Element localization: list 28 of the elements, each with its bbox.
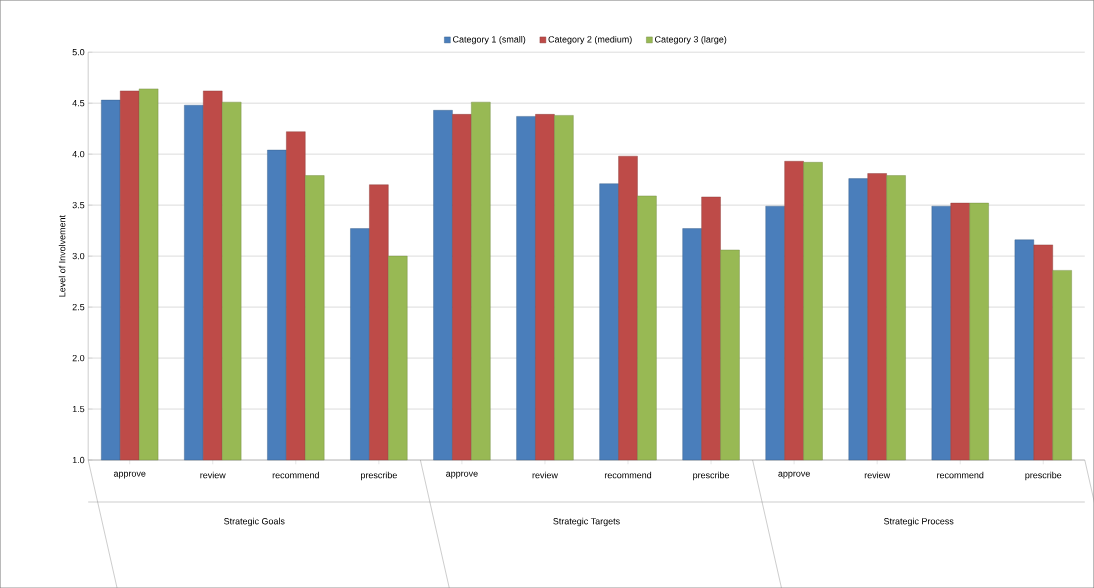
legend-label: Category 1 (small): [453, 35, 526, 45]
y-tick-label: 2.5: [72, 303, 85, 311]
x-tick-label: approve: [778, 471, 810, 479]
x-tick-label: recommend: [937, 471, 984, 479]
x-tick-label: review: [200, 471, 226, 479]
y-tick-label: 3.0: [72, 252, 85, 260]
x-tick-label: recommend: [272, 471, 319, 479]
text: Strategic Targets: [553, 517, 620, 527]
text: Strategic Goals: [224, 517, 285, 527]
x-tick-label: review: [864, 471, 891, 479]
x-tick-label: review: [532, 471, 558, 479]
legend-label: Category 3 (large): [655, 35, 727, 45]
y-tick-label: 1.5: [72, 405, 85, 413]
x-tick-label: approve: [446, 471, 478, 479]
x-tick-label: prescribe: [361, 471, 397, 481]
x-tick-label: recommend: [604, 471, 652, 479]
y-tick-label: 1.0: [72, 456, 85, 464]
y-tick-label: 4.5: [72, 99, 85, 107]
x-tick-label: approve: [113, 471, 146, 479]
y-tick-label: 4.0: [72, 150, 85, 158]
x-tick-label: prescribe: [1025, 471, 1062, 481]
y-axis-title: Level of Involvement: [58, 215, 66, 297]
text: Strategic Process: [883, 517, 954, 527]
y-tick-label: 2.0: [72, 354, 85, 362]
legend-label: Category 2 (medium): [548, 35, 632, 45]
y-tick-label: 5.0: [72, 48, 85, 56]
x-tick-label: prescribe: [693, 471, 730, 481]
y-tick-label: 3.5: [72, 201, 85, 209]
